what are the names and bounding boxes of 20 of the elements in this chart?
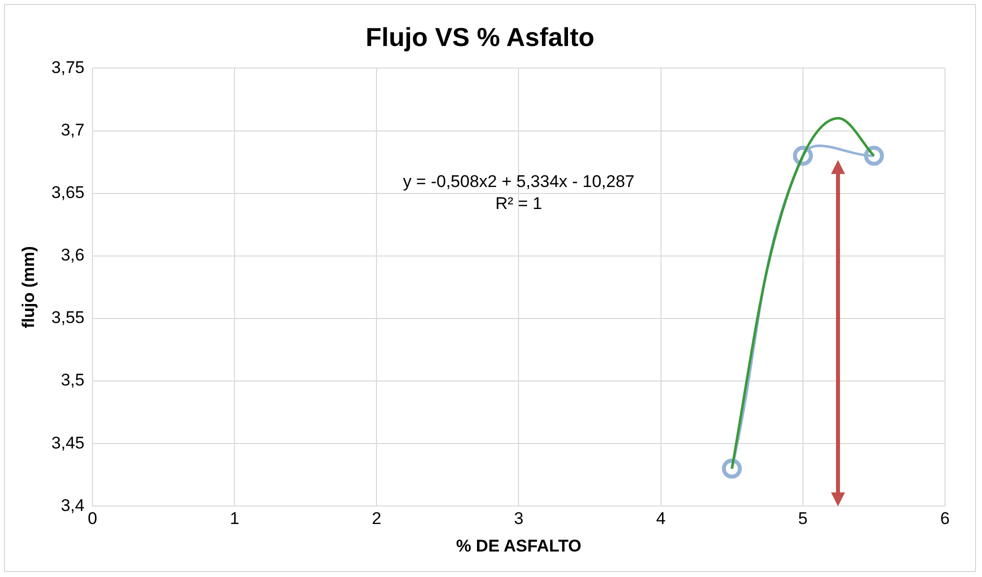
x-tick-label: 6: [940, 509, 950, 528]
y-tick-label: 3,55: [51, 308, 84, 328]
annotation: y = -0,508x2 + 5,334x - 10,287: [402, 172, 635, 192]
y-tick-label: 3,45: [51, 433, 84, 452]
y-tick-label: 3,5: [60, 370, 84, 390]
y-tick-label: 3,65: [51, 183, 84, 202]
x-tick-label: 4: [656, 509, 666, 528]
x-axis-title: % DE ASFALTO: [456, 536, 582, 556]
chart-title: Flujo VS % Asfalto: [366, 22, 594, 52]
x-tick-label: 5: [798, 509, 808, 528]
x-tick-label: 3: [514, 509, 524, 528]
annotation: R² = 1: [495, 194, 542, 214]
x-tick-label: 1: [230, 509, 240, 528]
y-tick-label: 3,75: [51, 58, 84, 77]
x-tick-label: 0: [88, 509, 98, 528]
y-tick-label: 3,7: [60, 120, 84, 140]
y-tick-label: 3,6: [60, 246, 84, 265]
y-tick-label: 3,4: [60, 496, 84, 515]
x-tick-label: 2: [372, 509, 382, 528]
y-axis-title: flujo (mm): [18, 246, 38, 328]
